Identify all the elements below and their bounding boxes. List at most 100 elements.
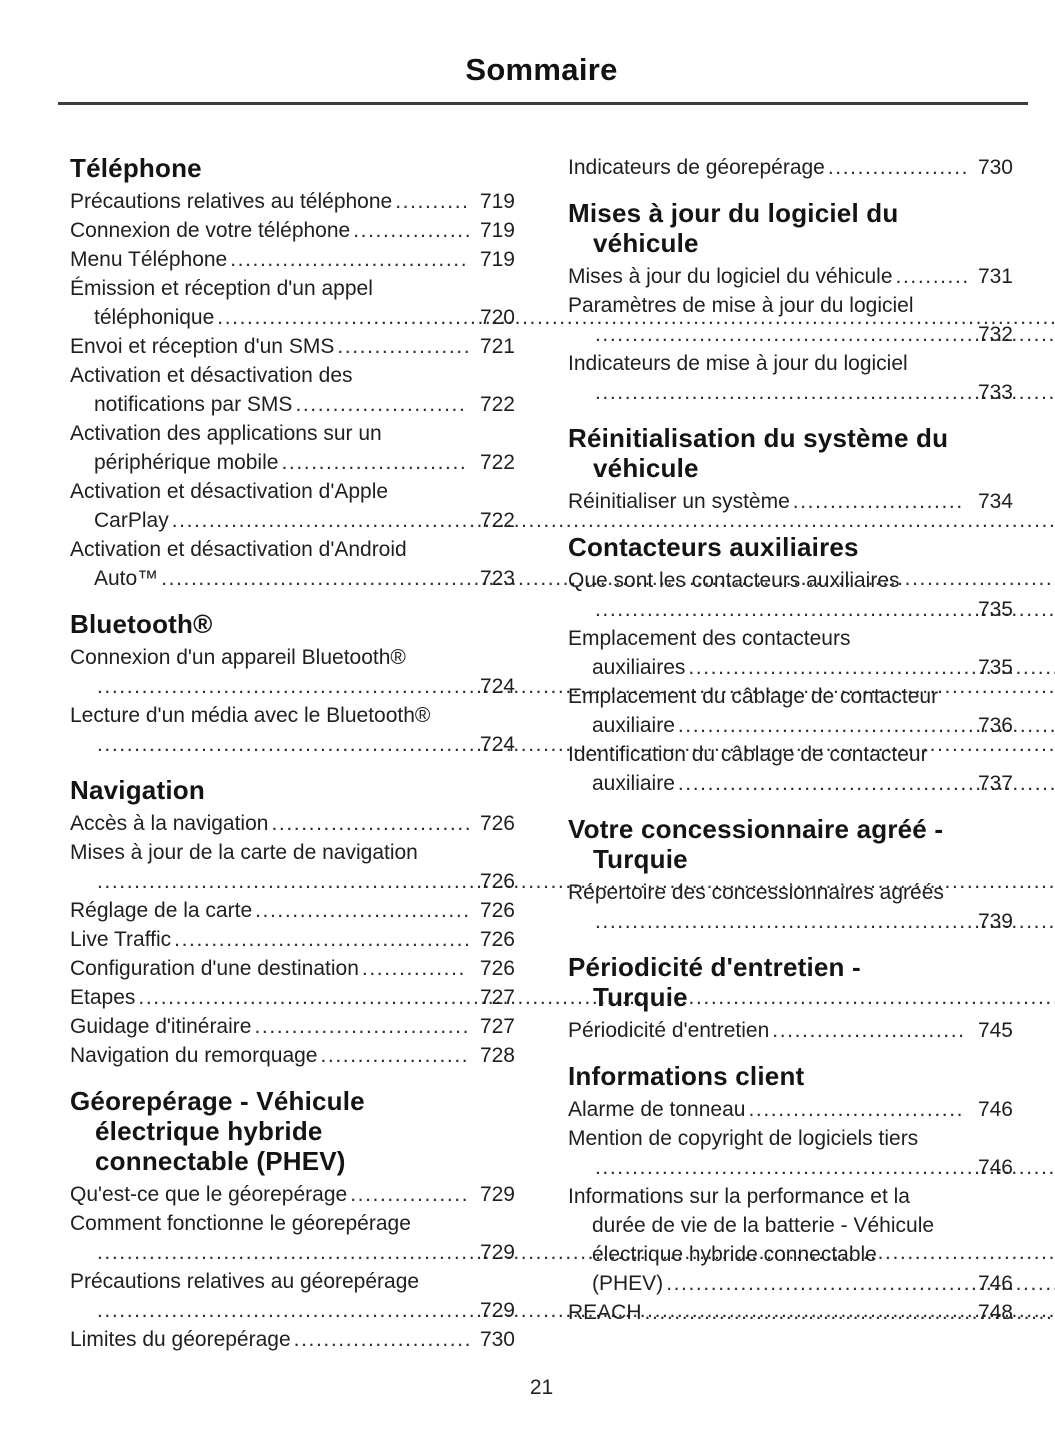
dot-leader: ........................................… xyxy=(595,910,1055,933)
toc-entry-label: Etapes xyxy=(70,986,136,1009)
dot-leader: ........................................… xyxy=(97,1299,1055,1322)
dot-leader: ........................................… xyxy=(595,1156,1055,1179)
toc-entry: Paramètres de mise à jour du logiciel ..… xyxy=(568,291,1055,349)
dot-leader: ............................. xyxy=(255,899,471,922)
dot-leader: .......... xyxy=(895,265,970,288)
toc-entry-page-number: 732 xyxy=(977,323,1013,346)
dot-leader: ........................................… xyxy=(677,714,1055,737)
toc-section: Géorepérage - Véhicule électrique hybrid… xyxy=(70,1086,1055,1354)
toc-entry: Répertoire des concessionnaires agréés .… xyxy=(568,878,1055,936)
toc-entry: Précautions relatives au géorepérage ...… xyxy=(70,1267,1055,1325)
toc-entry-page-number: 731 xyxy=(977,265,1013,288)
toc-entry: Mises à jour du logiciel du véhicule....… xyxy=(568,262,1013,291)
dot-leader: ........................................… xyxy=(97,675,1055,698)
toc-entry-label: Informations sur la performance et la du… xyxy=(568,1185,935,1295)
toc-entry-page-number: 728 xyxy=(479,1044,515,1067)
toc-entry: Informations sur la performance et la du… xyxy=(568,1182,1055,1298)
toc-entry-label: Réglage de la carte xyxy=(70,899,253,922)
toc-entry-label: Connexion d'un appareil Bluetooth® xyxy=(70,646,406,669)
dot-leader: .................... xyxy=(320,1044,470,1067)
toc-entry-label: Répertoire des concessionnaires agréés xyxy=(568,881,944,904)
toc-entry: Connexion de votre téléphone............… xyxy=(70,216,515,245)
dot-leader: ........................................… xyxy=(171,509,1055,532)
toc-entry-page-number: 745 xyxy=(977,1019,1013,1042)
toc-entry-label: Périodicité d'entretien xyxy=(568,1019,770,1042)
page-number: 21 xyxy=(529,1376,554,1399)
toc-entry: Indicateurs de mise à jour du logiciel .… xyxy=(568,349,1055,407)
toc-entry-page-number: 727 xyxy=(479,1015,515,1038)
toc-entry: Emplacement du câblage de contacteur aux… xyxy=(568,682,1055,740)
dot-leader: ........................................… xyxy=(97,870,1055,893)
toc-entry: Activation et désactivation d'Apple CarP… xyxy=(70,477,1055,535)
toc-section: Téléphone Précautions relatives au téléph… xyxy=(70,153,1055,593)
toc-entry: Menu Téléphone..........................… xyxy=(70,245,515,274)
toc-entry: Configuration d'une destination.........… xyxy=(70,954,515,983)
toc-entry-page-number: 729 xyxy=(479,1299,515,1322)
toc-column-left: Téléphone Précautions relatives au téléph… xyxy=(70,153,1055,1354)
toc-entry-page-number: 736 xyxy=(977,714,1013,737)
toc-entry-label: Mises à jour de la carte de navigation xyxy=(70,841,418,864)
toc-entry-page-number: 735 xyxy=(977,598,1013,621)
toc-entry-label: Indicateurs de mise à jour du logiciel xyxy=(568,352,908,375)
toc-section-heading: Téléphone xyxy=(70,153,202,183)
toc-entry-page-number: 722 xyxy=(479,451,515,474)
toc-entry-label: Identification du câblage de contacteur … xyxy=(568,743,928,795)
toc-entry-label: Activation et désactivation d'Apple CarP… xyxy=(70,480,389,532)
toc-entry: REACH...................................… xyxy=(568,1298,1055,1327)
toc-entry-label: Activation et désactivation des notifica… xyxy=(70,364,353,416)
toc-entry-label: Paramètres de mise à jour du logiciel xyxy=(568,294,914,317)
toc-entry: Indicateurs de géorepérage..............… xyxy=(568,153,1013,182)
toc-entry-page-number: 726 xyxy=(479,899,515,922)
toc-entry-page-number: 719 xyxy=(479,219,515,242)
toc-entry-label: Précautions relatives au géorepérage xyxy=(70,1270,420,1293)
dot-leader: ................ xyxy=(350,1183,470,1206)
dot-leader: ....................... xyxy=(295,393,467,416)
toc-entry-page-number: 722 xyxy=(479,393,515,416)
toc-entry-label: Menu Téléphone xyxy=(70,248,228,271)
toc-section: Réinitialisation du système du véhicule R… xyxy=(568,423,1013,516)
toc-entry-page-number: 746 xyxy=(977,1098,1013,1121)
toc-entry-page-number: 719 xyxy=(479,190,515,213)
toc-section: Bluetooth® Connexion d'un appareil Blueto… xyxy=(70,609,1055,759)
toc-entry-label: REACH xyxy=(568,1301,642,1324)
toc-entry-page-number: 746 xyxy=(977,1272,1013,1295)
toc-columns: Téléphone Précautions relatives au téléph… xyxy=(70,153,1055,1354)
toc-entry-page-number: 722 xyxy=(479,509,515,532)
toc-entry-label: Indicateurs de géorepérage xyxy=(568,156,825,179)
dot-leader: ........................................… xyxy=(217,306,1055,329)
toc-section-heading: Périodicité d'entretien - Turquie xyxy=(568,952,861,1012)
toc-entry: Lecture d'un média avec le Bluetooth® ..… xyxy=(70,701,1055,759)
toc-entry-page-number: 720 xyxy=(479,306,515,329)
toc-entry: Réglage de la carte.....................… xyxy=(70,896,515,925)
toc-entry-label: Activation des applications sur un périp… xyxy=(70,422,382,474)
toc-entry-label: Précautions relatives au téléphone xyxy=(70,190,393,213)
toc-entry-page-number: 726 xyxy=(479,812,515,835)
toc-entry: Accès à la navigation...................… xyxy=(70,809,515,838)
toc-entry-label: Limites du géorepérage xyxy=(70,1328,291,1351)
toc-entry-label: Émission et réception d'un appel télépho… xyxy=(70,277,373,329)
toc-entry-label: Lecture d'un média avec le Bluetooth® xyxy=(70,704,431,727)
dot-leader: ........................................… xyxy=(97,1241,1055,1264)
toc-entry-page-number: 719 xyxy=(479,248,515,271)
dot-leader: .................. xyxy=(337,335,472,358)
dot-leader: ........................ xyxy=(293,1328,473,1351)
toc-entry-page-number: 730 xyxy=(479,1328,515,1351)
toc-entry-label: Alarme de tonneau xyxy=(568,1098,746,1121)
toc-section: Périodicité d'entretien - Turquie Périodi… xyxy=(568,952,1013,1045)
toc-entry-page-number: 727 xyxy=(479,986,515,1009)
toc-entry-page-number: 726 xyxy=(479,870,515,893)
toc-entry: Live Traffic............................… xyxy=(70,925,515,954)
toc-entry-label: Activation et désactivation d'Android Au… xyxy=(70,538,407,590)
toc-entry: Activation et désactivation d'Android Au… xyxy=(70,535,1055,593)
dot-leader: ................................ xyxy=(230,248,469,271)
toc-section: Informations client Alarme de tonneau....… xyxy=(568,1061,1055,1327)
toc-entry-page-number: 726 xyxy=(479,957,515,980)
toc-entry-label: Emplacement du câblage de contacteur aux… xyxy=(568,685,939,737)
toc-entry: Précautions relatives au téléphone......… xyxy=(70,187,515,216)
toc-section: Contacteurs auxiliaires Que sont les cont… xyxy=(568,532,1055,798)
toc-entry-label: Navigation du remorquage xyxy=(70,1044,318,1067)
toc-entry-label: Live Traffic xyxy=(70,928,172,951)
toc-section: Votre concessionnaire agréé - Turquie Rép… xyxy=(568,814,1055,936)
dot-leader: ........................................… xyxy=(138,986,1055,1009)
